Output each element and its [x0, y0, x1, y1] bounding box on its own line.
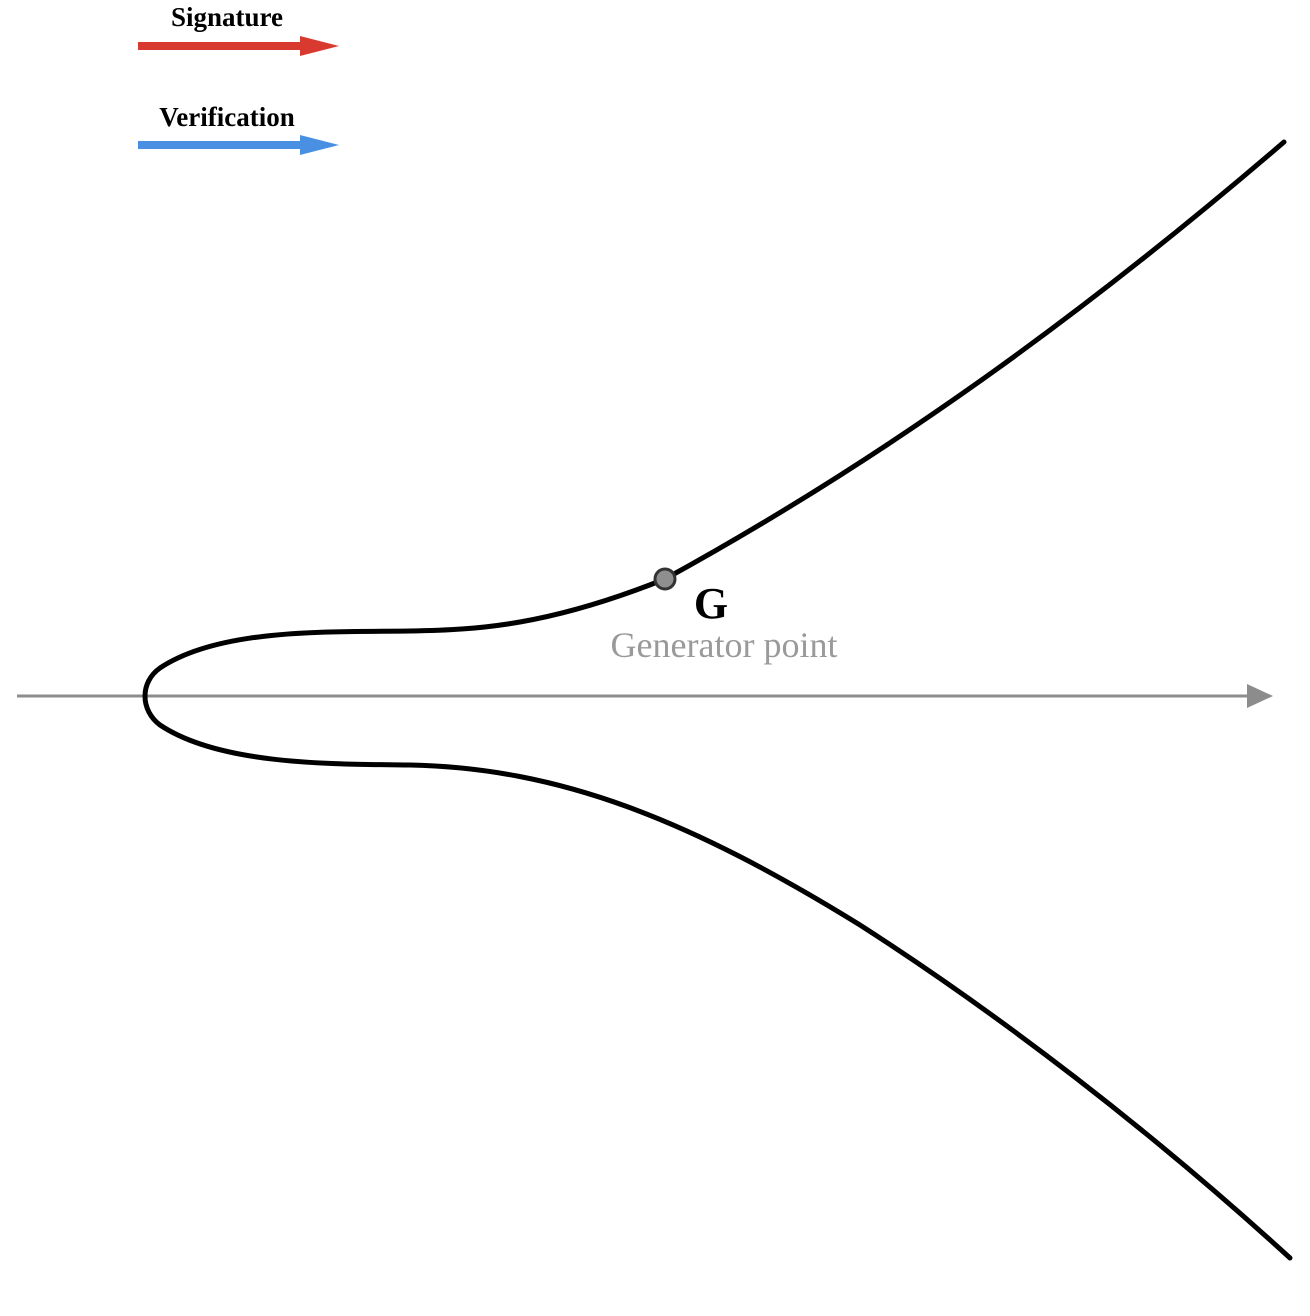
generator-point-marker — [653, 567, 677, 591]
generator-point-label: G — [694, 579, 728, 628]
x-axis-arrowhead — [1247, 684, 1273, 708]
legend-verification-label: Verification — [159, 102, 294, 132]
x-axis — [17, 684, 1273, 708]
generator-point-caption: Generator point — [611, 625, 838, 665]
elliptic-curve — [142, 139, 1293, 1261]
generator-point: G Generator point — [611, 567, 838, 665]
legend-signature-label: Signature — [171, 2, 283, 32]
legend: Signature Verification — [138, 2, 339, 155]
legend-signature-arrow — [138, 36, 339, 56]
legend-verification-arrow — [138, 135, 339, 155]
